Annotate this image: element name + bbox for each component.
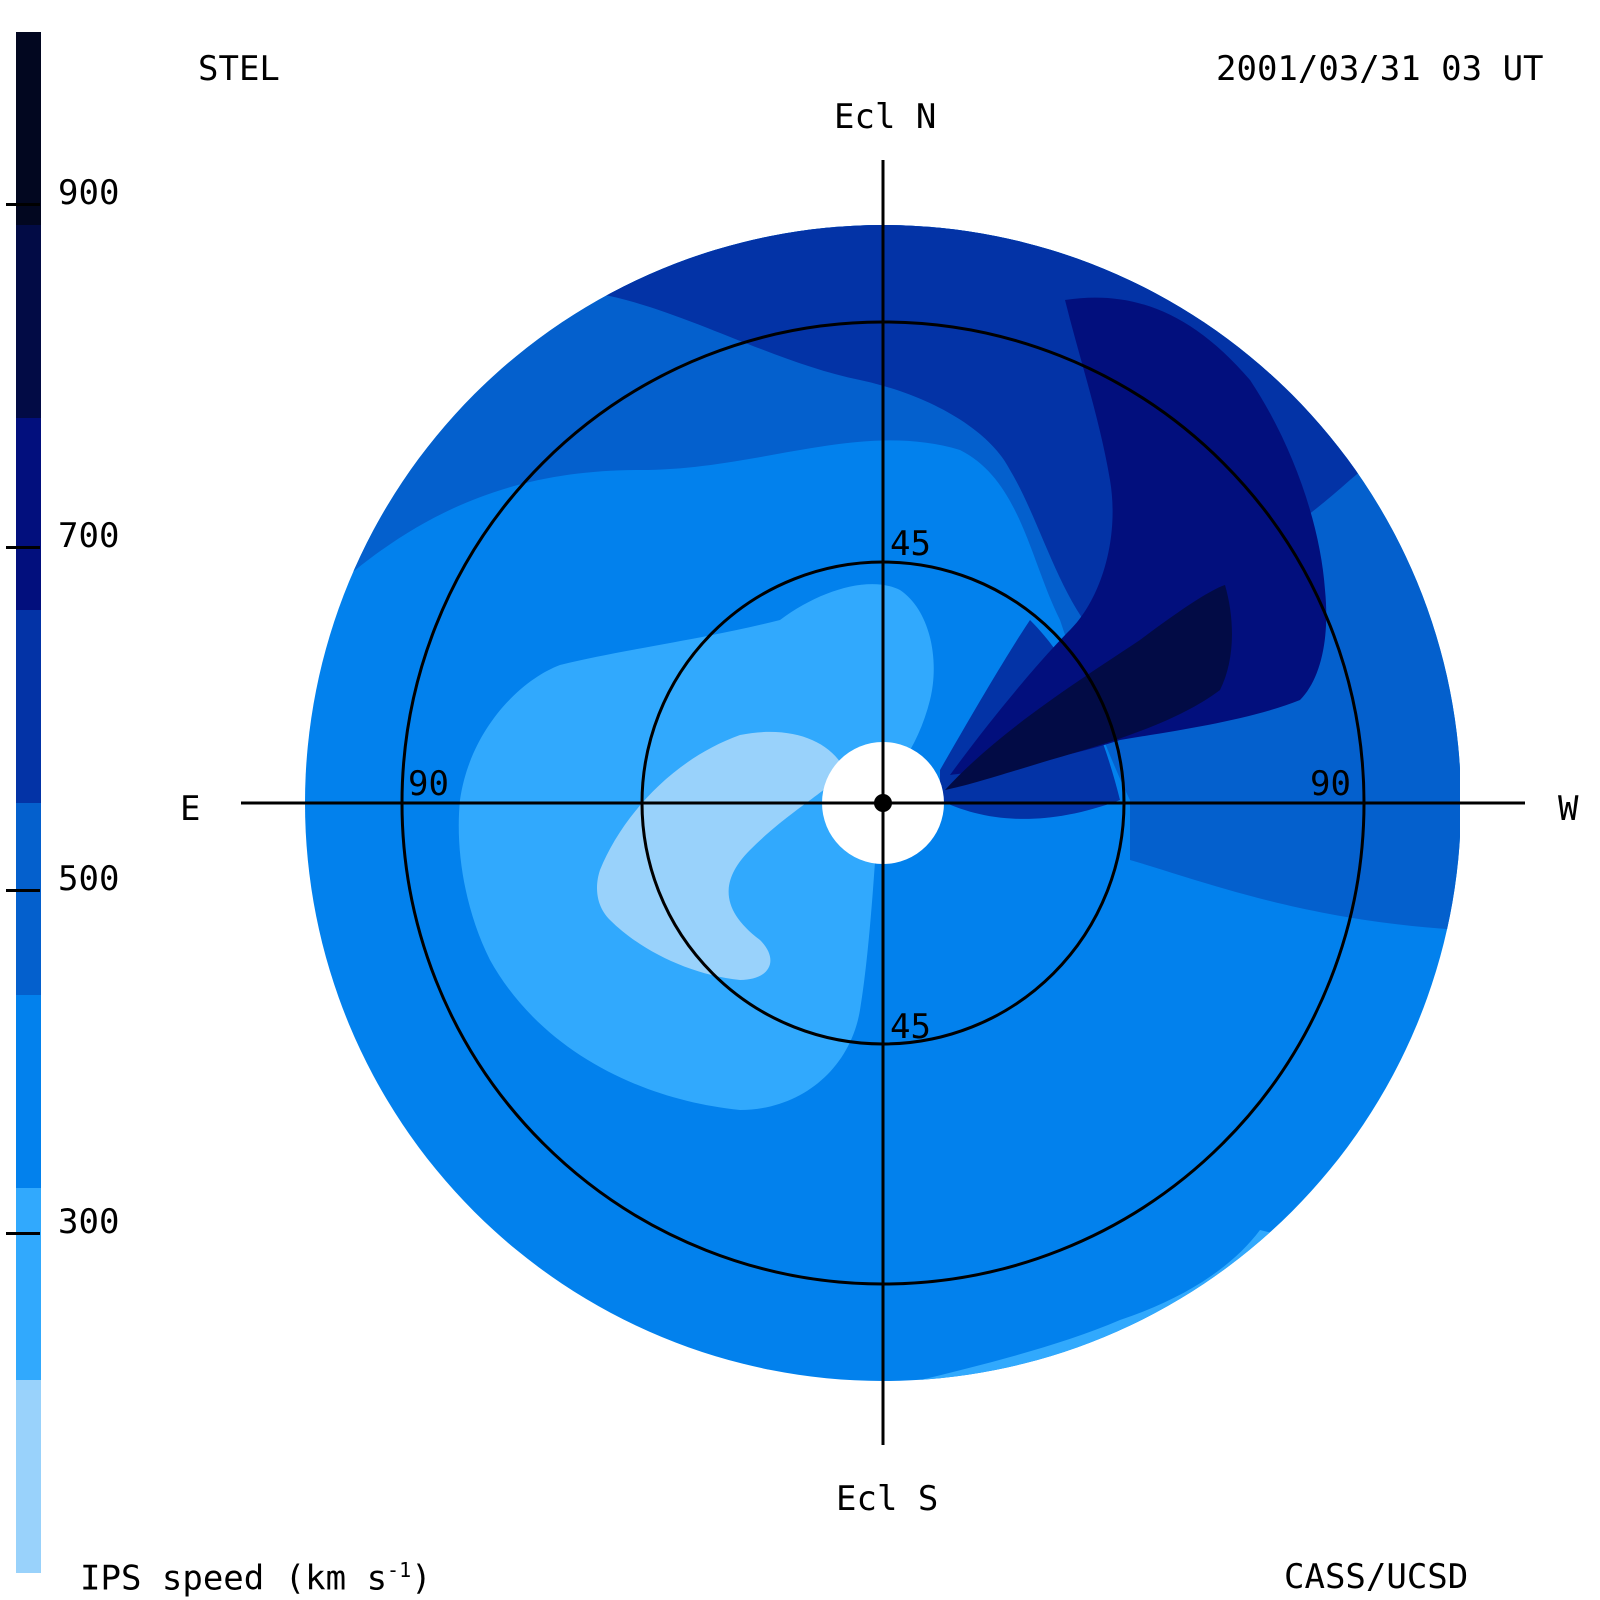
colorbar-tick-label: 500 (58, 859, 120, 899)
colorbar-segment (16, 802, 41, 995)
timestamp-label: 2001/03/31 03 UT (1216, 49, 1544, 89)
speed-region-800-900 (945, 585, 1232, 790)
colorbar-tick-label: 900 (58, 173, 120, 213)
direction-north-label: Ecl N (834, 97, 937, 137)
speed-region-200-300 (597, 731, 845, 980)
colorbar-segment (16, 994, 41, 1188)
colorbar-segment (16, 32, 41, 225)
direction-east-label: E (180, 789, 201, 829)
colorbar-segment (16, 224, 41, 418)
colorbar-tick-500 (6, 889, 40, 892)
colorbar-title-close: ) (411, 1558, 432, 1599)
observatory-label: STEL (198, 49, 280, 89)
colorbar-tick-700 (6, 546, 40, 549)
ring-label-45-top: 45 (890, 524, 931, 564)
ring-label-90-left: 90 (408, 764, 449, 804)
colorbar-segment (16, 609, 41, 803)
ring-label-90-right: 90 (1310, 764, 1351, 804)
colorbar-segment (16, 417, 41, 610)
speed-region-700-800 (950, 297, 1327, 775)
colorbar-tick-300 (6, 1232, 40, 1235)
colorbar-title-exponent: -1 (387, 1558, 412, 1582)
credit-label: CASS/UCSD (1284, 1557, 1469, 1597)
colorbar-tick-900 (6, 203, 40, 206)
colorbar-title: IPS speed (km s-1) (80, 1560, 432, 1595)
ring-label-45-bottom: 45 (890, 1007, 931, 1047)
colorbar-title-text: IPS speed (km s (80, 1558, 388, 1599)
direction-west-label: W (1558, 789, 1579, 829)
direction-south-label: Ecl S (836, 1479, 939, 1519)
colorbar-segment (16, 1187, 41, 1380)
colorbar-segment (16, 1379, 41, 1573)
colorbar-tick-label: 700 (58, 516, 120, 556)
colorbar-tick-label: 300 (58, 1202, 120, 1242)
